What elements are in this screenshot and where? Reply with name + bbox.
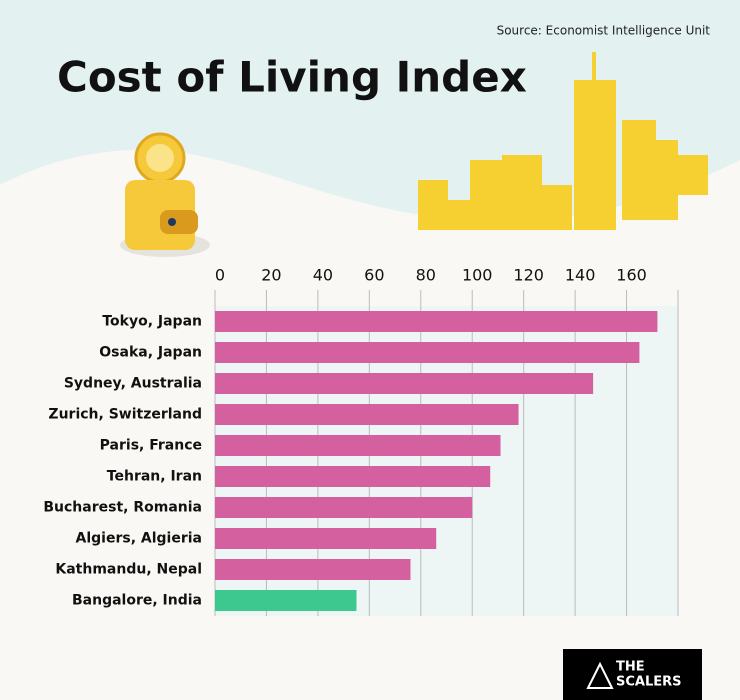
logo-box xyxy=(563,649,702,700)
wallet xyxy=(120,132,210,257)
x-tick-label: 40 xyxy=(313,266,333,285)
x-tick-label: 160 xyxy=(616,266,647,285)
x-tick-label: 100 xyxy=(462,266,493,285)
logo-icon xyxy=(586,661,614,689)
chart-title: Cost of Living Index xyxy=(57,53,527,102)
bar xyxy=(215,528,437,549)
bar xyxy=(215,435,501,456)
x-tick-label: 20 xyxy=(261,266,281,285)
bar xyxy=(215,342,640,363)
x-tick-label: 140 xyxy=(565,266,596,285)
x-tick-label: 120 xyxy=(513,266,544,285)
x-tick-label: 60 xyxy=(364,266,384,285)
y-tick-label: Tokyo, Japan xyxy=(102,314,202,330)
x-tick-label: 0 xyxy=(215,266,225,285)
bar xyxy=(215,373,594,394)
bar xyxy=(215,590,357,611)
y-tick-label: Algiers, Algieria xyxy=(76,531,202,547)
y-tick-label: Kathmandu, Nepal xyxy=(55,562,202,578)
bar xyxy=(215,404,519,425)
header-band xyxy=(0,0,740,221)
bar xyxy=(215,497,473,518)
source: Source: Economist Intelligence Unit xyxy=(497,24,711,38)
buildings xyxy=(418,52,708,230)
bar xyxy=(215,559,411,580)
y-tick-label: Zurich, Switzerland xyxy=(48,407,202,423)
y-tick-label: Tehran, Iran xyxy=(107,469,202,485)
logo-text: THE xyxy=(616,660,645,675)
y-tick-label: Bangalore, India xyxy=(72,593,202,609)
logo-text: SCALERS xyxy=(616,675,682,690)
bar xyxy=(215,466,491,487)
bar xyxy=(215,311,658,332)
y-tick-label: Paris, France xyxy=(100,438,202,454)
y-tick-label: Bucharest, Romania xyxy=(43,500,202,516)
x-tick-label: 80 xyxy=(416,266,436,285)
y-tick-label: Sydney, Australia xyxy=(64,376,202,392)
y-tick-label: Osaka, Japan xyxy=(99,345,202,361)
